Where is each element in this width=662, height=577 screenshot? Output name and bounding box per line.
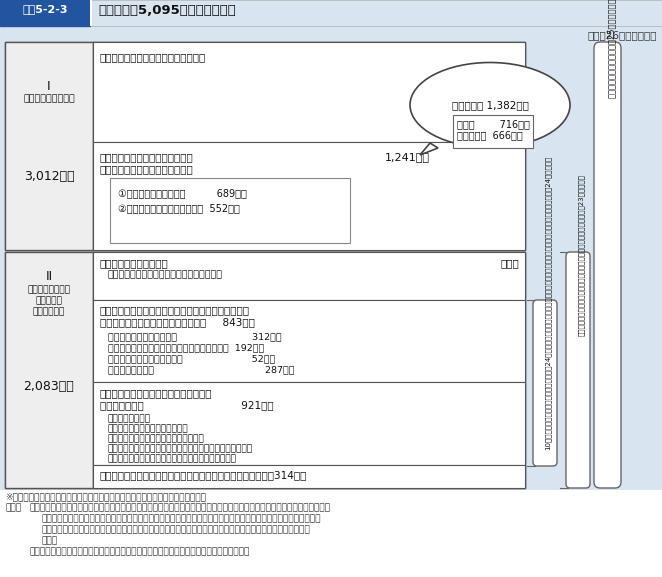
Text: 〈解明作業中又は: 〈解明作業中又は [28,285,70,294]
Text: ・お知らせ便の未到達のもの                       52万件: ・お知らせ便の未到達のもの 52万件 [108,354,275,363]
Text: （１）基礎年金番号に統合済みの記録: （１）基礎年金番号に統合済みの記録 [100,52,207,62]
Text: ４万件: ４万件 [500,258,519,268]
Text: 未解明記録5,095万件の解明状況: 未解明記録5,095万件の解明状況 [98,4,236,17]
Text: 図表5-2-3: 図表5-2-3 [23,4,68,14]
Text: 受給者        716万人: 受給者 716万人 [457,119,530,129]
Text: 2,083万件: 2,083万件 [24,380,74,393]
Text: 〈平成26年３月時点〉: 〈平成26年３月時点〉 [587,30,657,40]
Text: 10年未満の記録についても黄色便を送付（24年６月〜）、特別便・定期便が未到達の方に対して直近の住基情報と突合の上、再送付（24年２月〜）: 10年未満の記録についても黄色便を送付（24年６月〜）、特別便・定期便が未到達の… [545,156,551,450]
Bar [93,382,525,465]
Text: の」等: の」等 [42,536,58,545]
Text: （４）（１）～（３）の記録と同一人と思われる記録（注２）314万件: （４）（１）～（３）の記録と同一人と思われる記録（注２）314万件 [100,470,307,480]
Bar [453,115,533,148]
Text: １．１．「その他」は、「訂正がある」との回答だったが、調査の結果ご本人のものではなかったもの」、「基礎年金番号の: １．１．「その他」は、「訂正がある」との回答だったが、調査の結果ご本人のものでは… [30,503,331,512]
Bar [93,252,525,488]
FancyBboxPatch shape [533,300,557,466]
Text: ・事情により別の氏名や別の生年月日で届出したもの: ・事情により別の氏名や別の生年月日で届出したもの [108,454,237,463]
Text: ～想定される例～: ～想定される例～ [108,414,151,423]
Bar [93,42,525,250]
Text: （２）名寄せ特別便等の対象となったが、未回答等の: （２）名寄せ特別便等の対象となったが、未回答等の [100,305,250,315]
FancyBboxPatch shape [594,42,621,488]
Text: （注）: （注） [5,503,21,512]
Text: ２．２．（４）は、（１）～（３）の記録と氏名、生年月日、性別の３項目が一致した記録: ２．２．（４）は、（１）～（３）の記録と氏名、生年月日、性別の３項目が一致した記… [30,547,250,556]
Text: ・死亡していると考えられるもの: ・死亡していると考えられるもの [108,424,189,433]
Text: ・「自分のものではない」と回答のあったもの  192万件: ・「自分のものではない」と回答のあったもの 192万件 [108,343,264,352]
Bar [93,42,525,142]
Text: ・国外に転籍していると考えられるもの: ・国外に転籍していると考えられるもの [108,434,205,443]
Text: ①死亡者に関連する記録          689万件: ①死亡者に関連する記録 689万件 [118,188,247,198]
Text: ある記録と名寄せされたが、その記録が対象記録と期間重複があり特別便の対象からはずれたもの」、「黄色便の送: ある記録と名寄せされたが、その記録が対象記録と期間重複があり特別便の対象からはず… [42,514,322,523]
Polygon shape [420,143,438,155]
Text: ・その他（注１）                                     287万件: ・その他（注１） 287万件 [108,365,295,374]
Text: 日本年金機構における紙台帳検索システムを用いた持ち主検索作業（23年８月〜）: 日本年金機構における紙台帳検索システムを用いた持ち主検索作業（23年８月〜） [578,174,585,336]
Text: （２）死亡者に関連する記録及び: （２）死亡者に関連する記録及び [100,152,194,162]
Text: 1,241万件: 1,241万件 [385,152,430,162]
Text: 付対象として氏名等の補正を行ったが、基礎年金番号のある記録と名寄せされず、黄色便が送付されなかったも: 付対象として氏名等の補正を行ったが、基礎年金番号のある記録と名寄せされず、黄色便… [42,525,310,534]
Text: （３）持ち主の手がかりが未だ得られて: （３）持ち主の手がかりが未だ得られて [100,388,213,398]
Text: 1,771万件: 1,771万件 [474,96,519,106]
FancyBboxPatch shape [566,252,590,488]
Bar [93,142,525,250]
Text: なお解明を: なお解明を [36,296,62,305]
Text: ②年金受給に結び付かない記録  552万件: ②年金受給に結び付かない記録 552万件 [118,203,240,213]
Text: ねんきんネットでの検索（25年１月末〜）: ねんきんネットでの検索（25年１月末〜） [607,0,616,98]
Bar [110,178,350,243]
Text: Ⅱ: Ⅱ [46,270,52,283]
Text: ・届出誤り（誤った氏名・生年月日）により収録されたもの: ・届出誤り（誤った氏名・生年月日）により収録されたもの [108,444,253,453]
Bar [5,252,525,488]
Text: 要する記録〉: 要する記録〉 [33,307,65,316]
Text: ため持ち主が判明していない記録     843万件: ため持ち主が判明していない記録 843万件 [100,317,255,327]
Bar [5,42,93,250]
Bar [0,0,90,26]
Text: 人数ベース 1,382万人: 人数ベース 1,382万人 [451,100,528,110]
Bar [93,252,525,300]
Text: 被保険者等  666万人: 被保険者等 666万人 [457,130,523,140]
Text: 年金受給に結び付かない記録: 年金受給に結び付かない記録 [100,164,194,174]
Bar [0,27,662,490]
Text: 〈解明された記録〉: 〈解明された記録〉 [23,94,75,103]
Bar [5,252,93,488]
Ellipse shape [410,62,570,148]
Text: （ご本人からの回答に基づき記録を調査中）: （ご本人からの回答に基づき記録を調査中） [108,270,223,279]
Text: いない記録                              921万件: いない記録 921万件 [100,400,273,410]
Bar [93,300,525,382]
Text: Ⅰ: Ⅰ [47,80,51,93]
Bar [5,42,525,250]
Bar [0,0,662,26]
Text: （１）現在調査中の記録: （１）現在調査中の記録 [100,258,169,268]
Text: ※端数処理の関係上、各項目の合計と未統合記録との間に差が生じる場合がある。: ※端数処理の関係上、各項目の合計と未統合記録との間に差が生じる場合がある。 [5,492,206,501]
Text: 3,012万件: 3,012万件 [24,170,74,183]
Bar [93,465,525,488]
Bar [90,0,92,26]
Text: ・ご本人から未回答のもの                         312万件: ・ご本人から未回答のもの 312万件 [108,332,281,341]
